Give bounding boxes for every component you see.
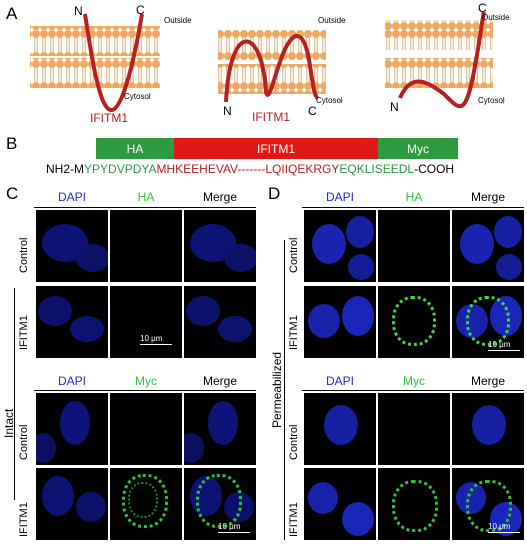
scale-bar: 10 μm bbox=[218, 522, 241, 531]
permeabilized-label: Permeabilized bbox=[270, 351, 284, 428]
d-myc-ifitm1-merge: 10 μm bbox=[452, 468, 524, 540]
col-header-myc: Myc bbox=[403, 374, 425, 388]
cytosol-label: Cytosol bbox=[124, 92, 151, 101]
scale-bar: 10 μm bbox=[488, 522, 511, 531]
nh2-terminus: NH2- bbox=[46, 162, 75, 176]
c-ha-control-merge bbox=[184, 210, 256, 282]
c-ha-ifitm1-dapi bbox=[36, 286, 108, 358]
c-terminus-label: C bbox=[478, 1, 487, 15]
c-myc-control-myc bbox=[110, 393, 182, 465]
d-myc-ifitm1-myc bbox=[378, 468, 450, 540]
topology-3 bbox=[385, 11, 493, 109]
c-terminus-label: C bbox=[136, 3, 145, 17]
c-myc-control-merge bbox=[184, 393, 256, 465]
topology-2 bbox=[218, 30, 326, 103]
c-myc-ifitm1-myc bbox=[110, 468, 182, 540]
d-myc-control-myc bbox=[378, 393, 450, 465]
row-label-ifitm1: IFITM1 bbox=[288, 502, 300, 537]
membrane-topology-diagram bbox=[30, 11, 493, 112]
d-ha-ifitm1-dapi bbox=[304, 286, 376, 358]
col-header-dapi: DAPI bbox=[325, 190, 354, 204]
outside-label: Outside bbox=[164, 16, 192, 25]
cytosol-label: Cytosol bbox=[316, 96, 343, 105]
col-header-dapi: DAPI bbox=[325, 374, 354, 388]
permeabilized-bracket bbox=[284, 240, 285, 540]
topology-1 bbox=[30, 13, 160, 112]
row-label-ifitm1: IFITM1 bbox=[18, 315, 30, 350]
d-ha-control-ha bbox=[378, 210, 450, 282]
c-myc-control-dapi bbox=[36, 393, 108, 465]
ifitm1-protein-label: IFITM1 bbox=[90, 111, 128, 125]
d-myc-ifitm1-dapi bbox=[304, 468, 376, 540]
col-header-ha: HA bbox=[137, 190, 155, 204]
col-header-merge: Merge bbox=[470, 374, 505, 388]
panel-d-label: D bbox=[268, 184, 281, 203]
sequence-m: M bbox=[74, 162, 85, 176]
scale-bar: 10 μm bbox=[488, 340, 511, 349]
ifitm1-sequence: MHKEEHEVAV-------LQIIQEKRGY bbox=[156, 162, 340, 176]
col-header-merge: Merge bbox=[202, 374, 237, 388]
panel-a-label: A bbox=[6, 4, 18, 23]
scale-bar: 10 μm bbox=[140, 334, 163, 343]
d-ha-control-dapi bbox=[304, 210, 376, 282]
intact-bracket bbox=[14, 288, 15, 500]
intact-label: Intact bbox=[2, 408, 16, 438]
row-label-control: Control bbox=[18, 237, 30, 273]
col-header-myc: Myc bbox=[135, 374, 157, 388]
ifitm1-box: IFITM1 bbox=[174, 138, 378, 159]
c-terminus-label: C bbox=[308, 104, 317, 118]
c-ha-ifitm1-ha: 10 μm bbox=[110, 286, 182, 358]
c-ha-control-dapi bbox=[36, 210, 108, 282]
cooh-terminus: -COOH bbox=[414, 162, 455, 176]
row-label-ifitm1: IFITM1 bbox=[18, 502, 30, 537]
row-label-control: Control bbox=[288, 424, 300, 460]
d-ha-control-merge bbox=[452, 210, 524, 282]
myc-tag-box: Myc bbox=[378, 138, 458, 159]
col-header-merge: Merge bbox=[202, 190, 237, 204]
n-terminus-label: N bbox=[74, 4, 83, 18]
cytosol-label: Cytosol bbox=[478, 96, 505, 105]
col-header-dapi: DAPI bbox=[57, 374, 86, 388]
outside-label: Outside bbox=[318, 16, 346, 25]
myc-sequence: EQKLISEEDL bbox=[339, 162, 415, 176]
panel-b-label: B bbox=[6, 134, 18, 153]
col-header-merge: Merge bbox=[470, 190, 505, 204]
d-ha-ifitm1-ha bbox=[378, 286, 450, 358]
d-myc-control-merge bbox=[452, 393, 524, 465]
ha-sequence: YPYDVPDYA bbox=[84, 162, 157, 176]
col-header-dapi: DAPI bbox=[57, 190, 86, 204]
protein-sequence: NH2-MYPYDVPDYAMHKEEHEVAV-------LQIIQEKRG… bbox=[46, 162, 454, 176]
n-terminus-label: N bbox=[390, 100, 399, 114]
panel-c-label: C bbox=[6, 184, 19, 203]
outside-label: Outside bbox=[482, 13, 510, 22]
n-terminus-label: N bbox=[223, 104, 232, 118]
row-label-control: Control bbox=[288, 237, 300, 273]
row-label-control: Control bbox=[18, 424, 30, 460]
ha-tag-box: HA bbox=[96, 138, 174, 159]
c-ha-ifitm1-merge bbox=[184, 286, 256, 358]
c-myc-ifitm1-merge: 10 μm bbox=[184, 468, 256, 540]
c-myc-ifitm1-dapi bbox=[36, 468, 108, 540]
row-label-ifitm1: IFITM1 bbox=[288, 315, 300, 350]
ifitm1-protein-label: IFITM1 bbox=[252, 110, 290, 124]
d-myc-control-dapi bbox=[304, 393, 376, 465]
col-header-ha: HA bbox=[405, 190, 423, 204]
d-ha-ifitm1-merge: 10 μm bbox=[452, 286, 524, 358]
c-ha-control-ha bbox=[110, 210, 182, 282]
